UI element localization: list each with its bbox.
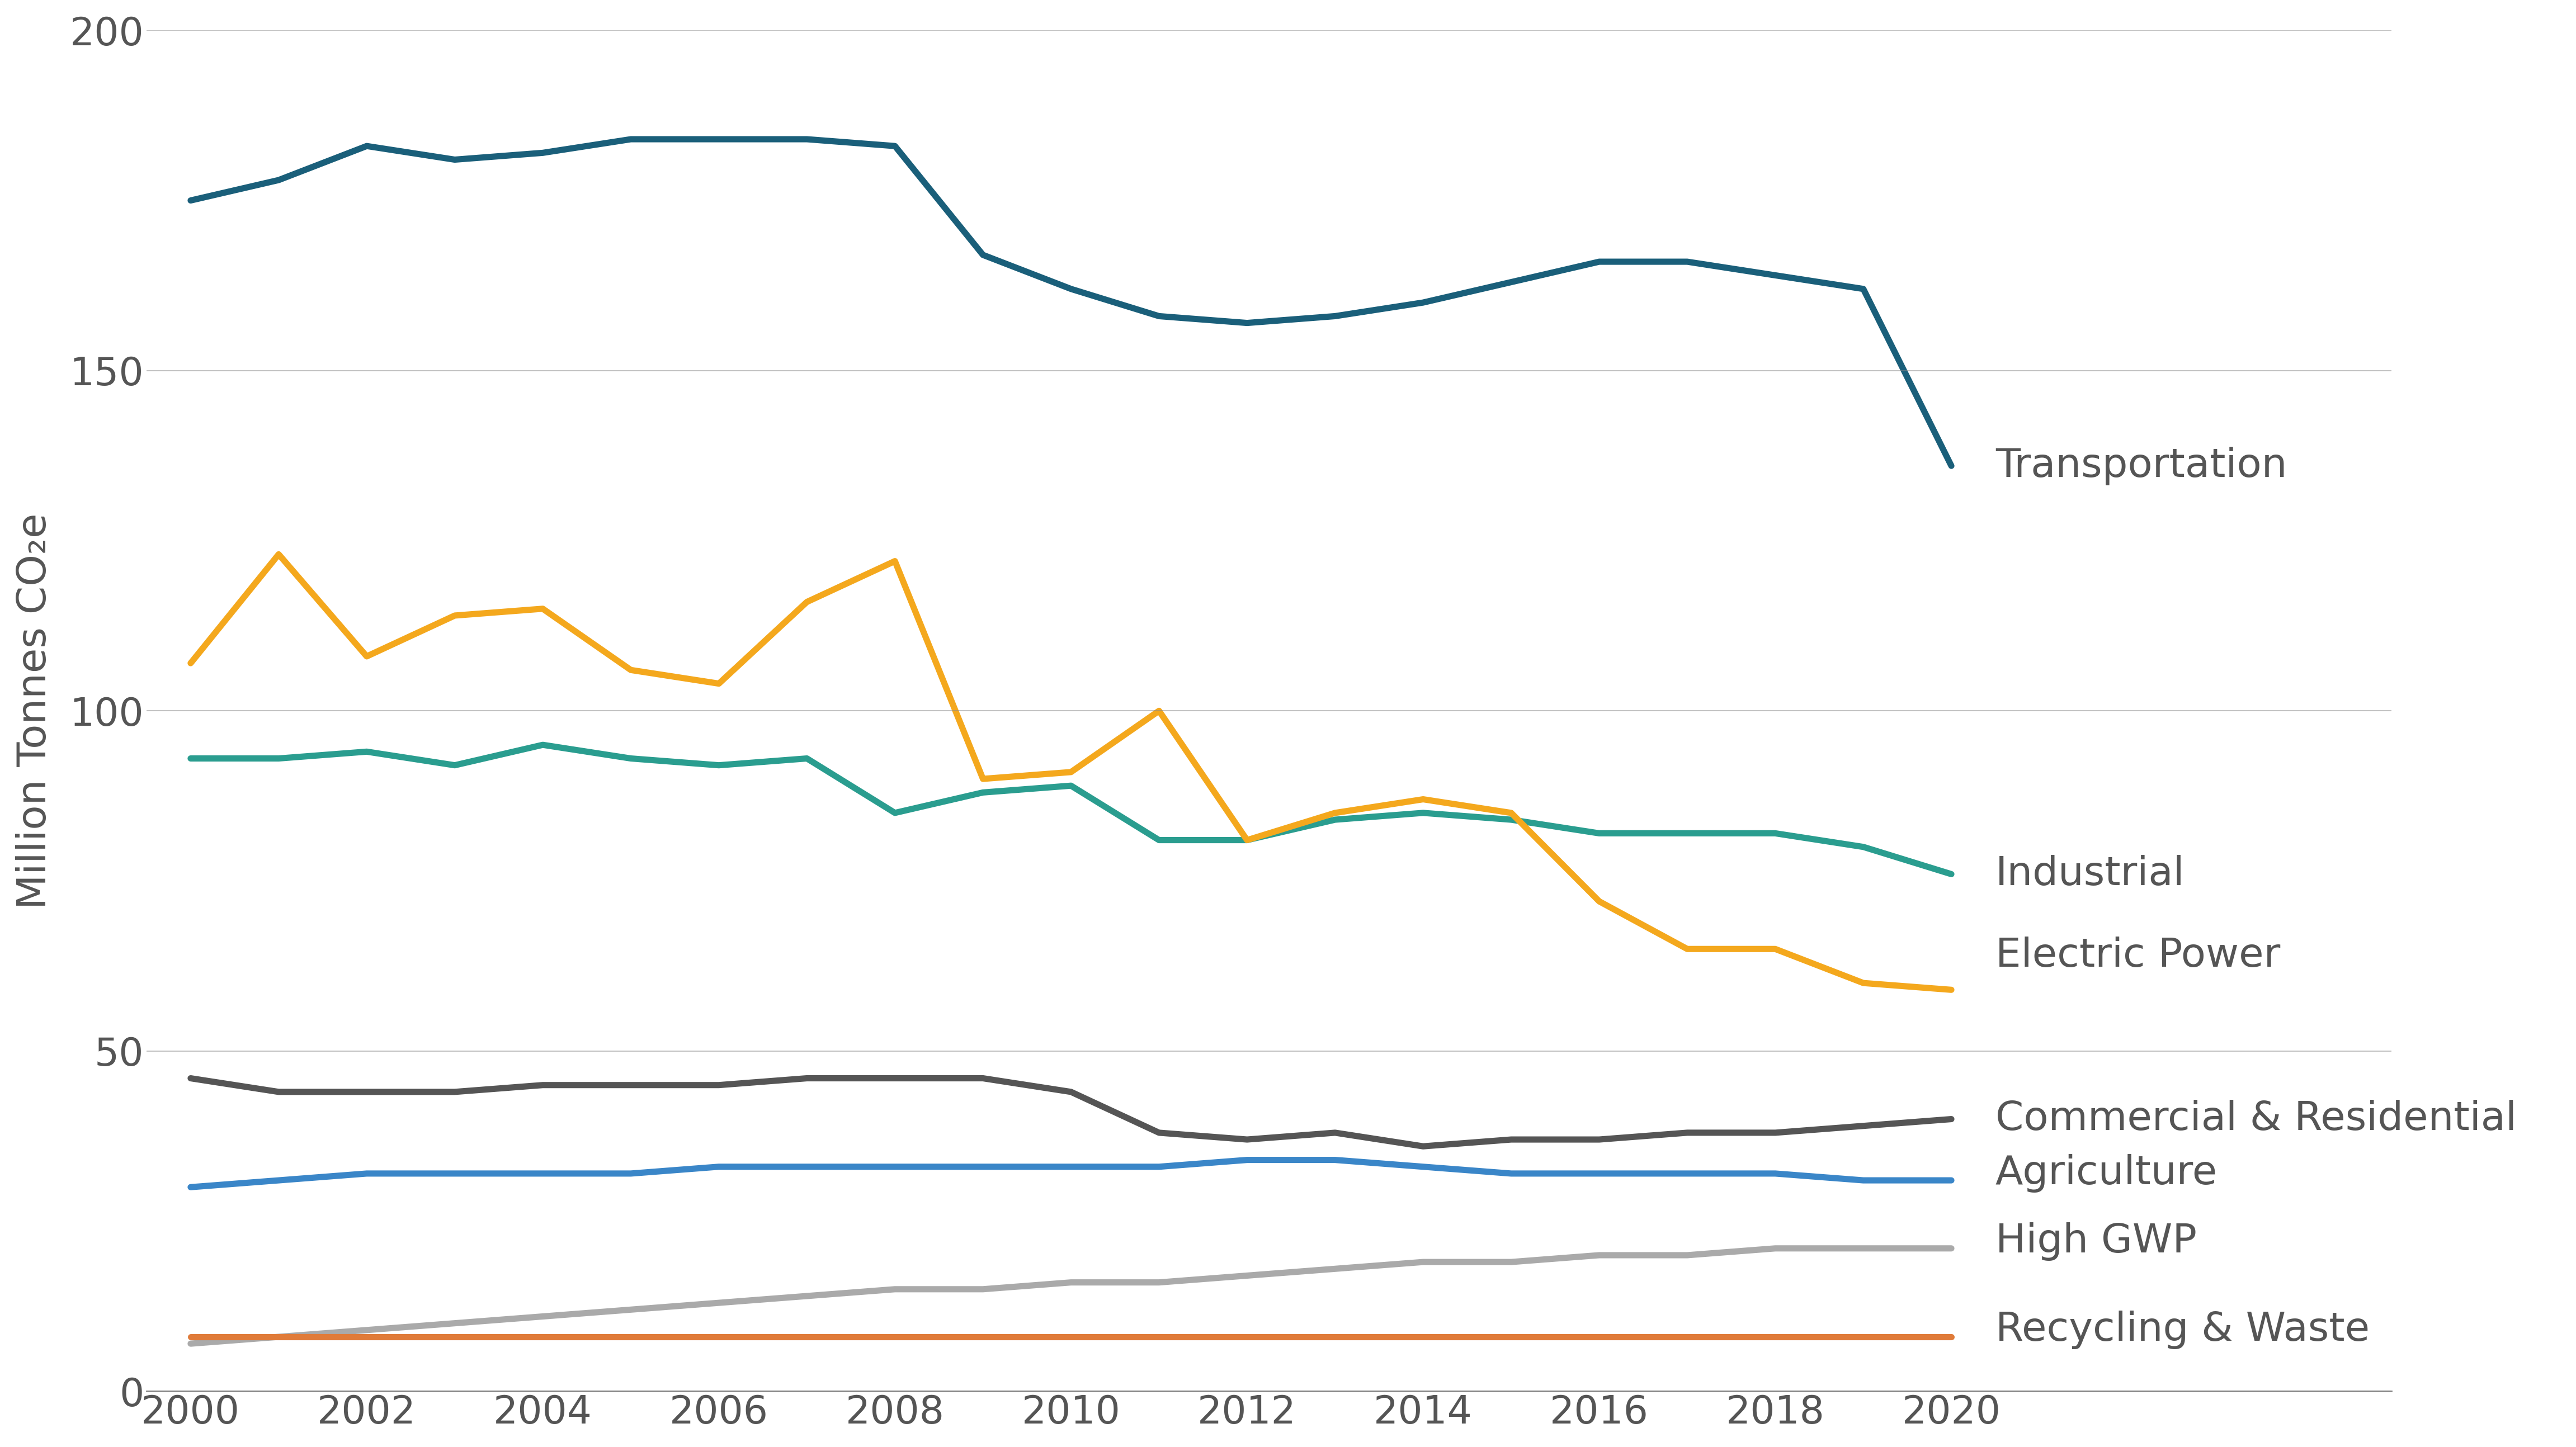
Text: Recycling & Waste: Recycling & Waste — [1996, 1311, 2370, 1350]
Text: High GWP: High GWP — [1996, 1223, 2197, 1260]
Y-axis label: Million Tonnes CO₂e: Million Tonnes CO₂e — [15, 512, 54, 909]
Text: Industrial: Industrial — [1996, 855, 2184, 893]
Text: Agriculture: Agriculture — [1996, 1155, 2218, 1192]
Text: Transportation: Transportation — [1996, 447, 2287, 485]
Text: Electric Power: Electric Power — [1996, 936, 2280, 975]
Text: Commercial & Residential: Commercial & Residential — [1996, 1100, 2517, 1139]
